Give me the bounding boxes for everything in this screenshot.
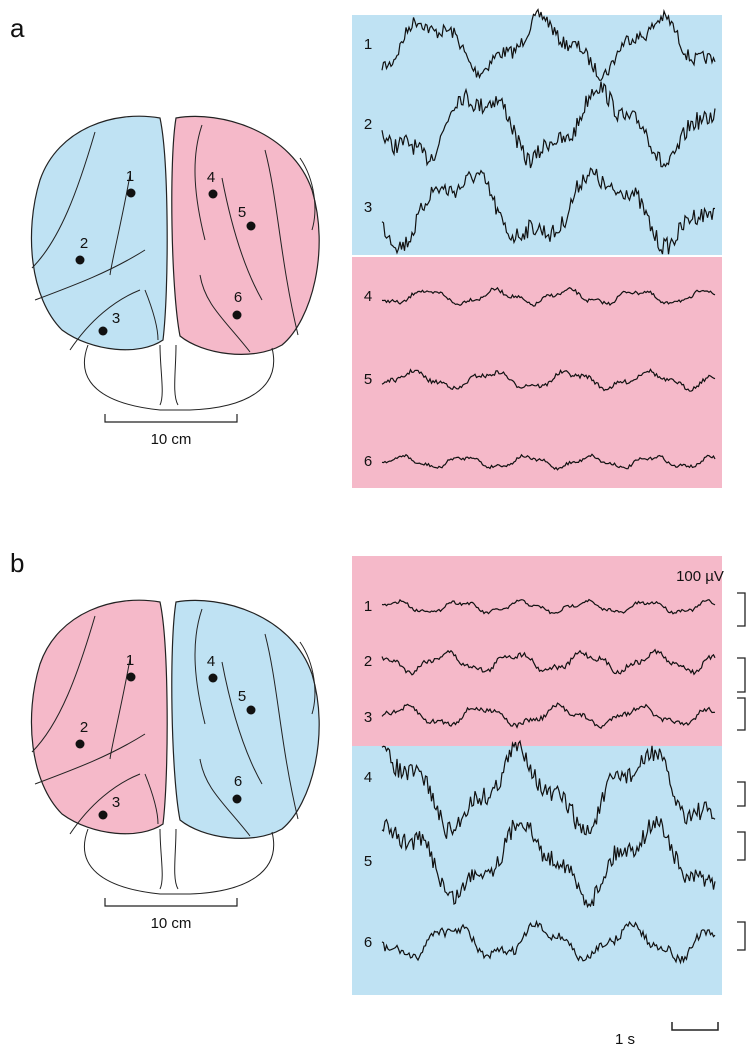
electrode bbox=[76, 256, 85, 265]
scale-label: 10 cm bbox=[151, 915, 192, 932]
trace-label: 4 bbox=[364, 288, 372, 305]
trace-label: 6 bbox=[364, 934, 372, 951]
trace-label: 2 bbox=[364, 116, 372, 133]
electrode bbox=[76, 740, 85, 749]
sulcus bbox=[175, 345, 178, 405]
electrode-label: 1 bbox=[126, 652, 134, 669]
voltage-bracket bbox=[737, 922, 745, 950]
trace-background bbox=[352, 556, 722, 746]
trace-label: 1 bbox=[364, 36, 372, 53]
trace-label: 3 bbox=[364, 709, 372, 726]
trace-label: 1 bbox=[364, 598, 372, 615]
electrode-label: 6 bbox=[234, 773, 242, 790]
voltage-scale-label: 100 µV bbox=[676, 568, 724, 585]
electrode-label: 4 bbox=[207, 653, 215, 670]
electrode-label: 1 bbox=[126, 168, 134, 185]
scale-bar bbox=[105, 414, 237, 422]
trace-background bbox=[352, 15, 722, 255]
brain: 1 2 3 4 5 6 10 cm bbox=[31, 116, 319, 448]
trace-background bbox=[352, 257, 722, 488]
left-hemisphere bbox=[31, 600, 167, 834]
sulcus bbox=[175, 829, 178, 889]
panel-label: b bbox=[10, 548, 24, 578]
electrode-label: 3 bbox=[112, 310, 120, 327]
trace-label: 5 bbox=[364, 853, 372, 870]
voltage-bracket bbox=[737, 832, 745, 860]
electrode-label: 2 bbox=[80, 719, 88, 736]
electrode-label: 2 bbox=[80, 235, 88, 252]
sulcus bbox=[160, 345, 162, 405]
electrode bbox=[209, 674, 218, 683]
voltage-bracket bbox=[737, 658, 745, 692]
voltage-bracket bbox=[737, 698, 745, 730]
trace-label: 6 bbox=[364, 453, 372, 470]
trace-background bbox=[352, 746, 722, 995]
voltage-bracket bbox=[737, 782, 745, 806]
electrode-label: 5 bbox=[238, 688, 246, 705]
sulcus bbox=[160, 829, 162, 889]
electrode bbox=[127, 673, 136, 682]
electrode bbox=[233, 795, 242, 804]
electrode bbox=[209, 190, 218, 199]
time-scale-label: 1 s bbox=[615, 1031, 635, 1048]
time-scale-bar bbox=[672, 1022, 718, 1030]
electrode-label: 4 bbox=[207, 169, 215, 186]
trace-label: 4 bbox=[364, 769, 372, 786]
scale-label: 10 cm bbox=[151, 431, 192, 448]
trace-label: 2 bbox=[364, 653, 372, 670]
electrode-label: 3 bbox=[112, 794, 120, 811]
brain: 1 2 3 4 5 6 10 cm bbox=[31, 600, 319, 932]
scale-bar bbox=[105, 898, 237, 906]
electrode-label: 5 bbox=[238, 204, 246, 221]
electrode bbox=[99, 811, 108, 820]
voltage-bracket bbox=[737, 593, 745, 626]
trace-label: 3 bbox=[364, 199, 372, 216]
right-hemisphere bbox=[172, 116, 319, 354]
figure: a 1 2 3 4 5 6 10 cm 1 2 3 4 5 6 b 1 2 3 4 5 6 10 cm 1 2 3 4 5 6 100 … bbox=[0, 0, 748, 1050]
electrode bbox=[247, 706, 256, 715]
electrode bbox=[99, 327, 108, 336]
left-hemisphere bbox=[31, 116, 167, 350]
electrode bbox=[233, 311, 242, 320]
panel-label: a bbox=[10, 13, 25, 43]
trace-label: 5 bbox=[364, 371, 372, 388]
electrode bbox=[247, 222, 256, 231]
electrode-label: 6 bbox=[234, 289, 242, 306]
electrode bbox=[127, 189, 136, 198]
right-hemisphere bbox=[172, 600, 319, 838]
